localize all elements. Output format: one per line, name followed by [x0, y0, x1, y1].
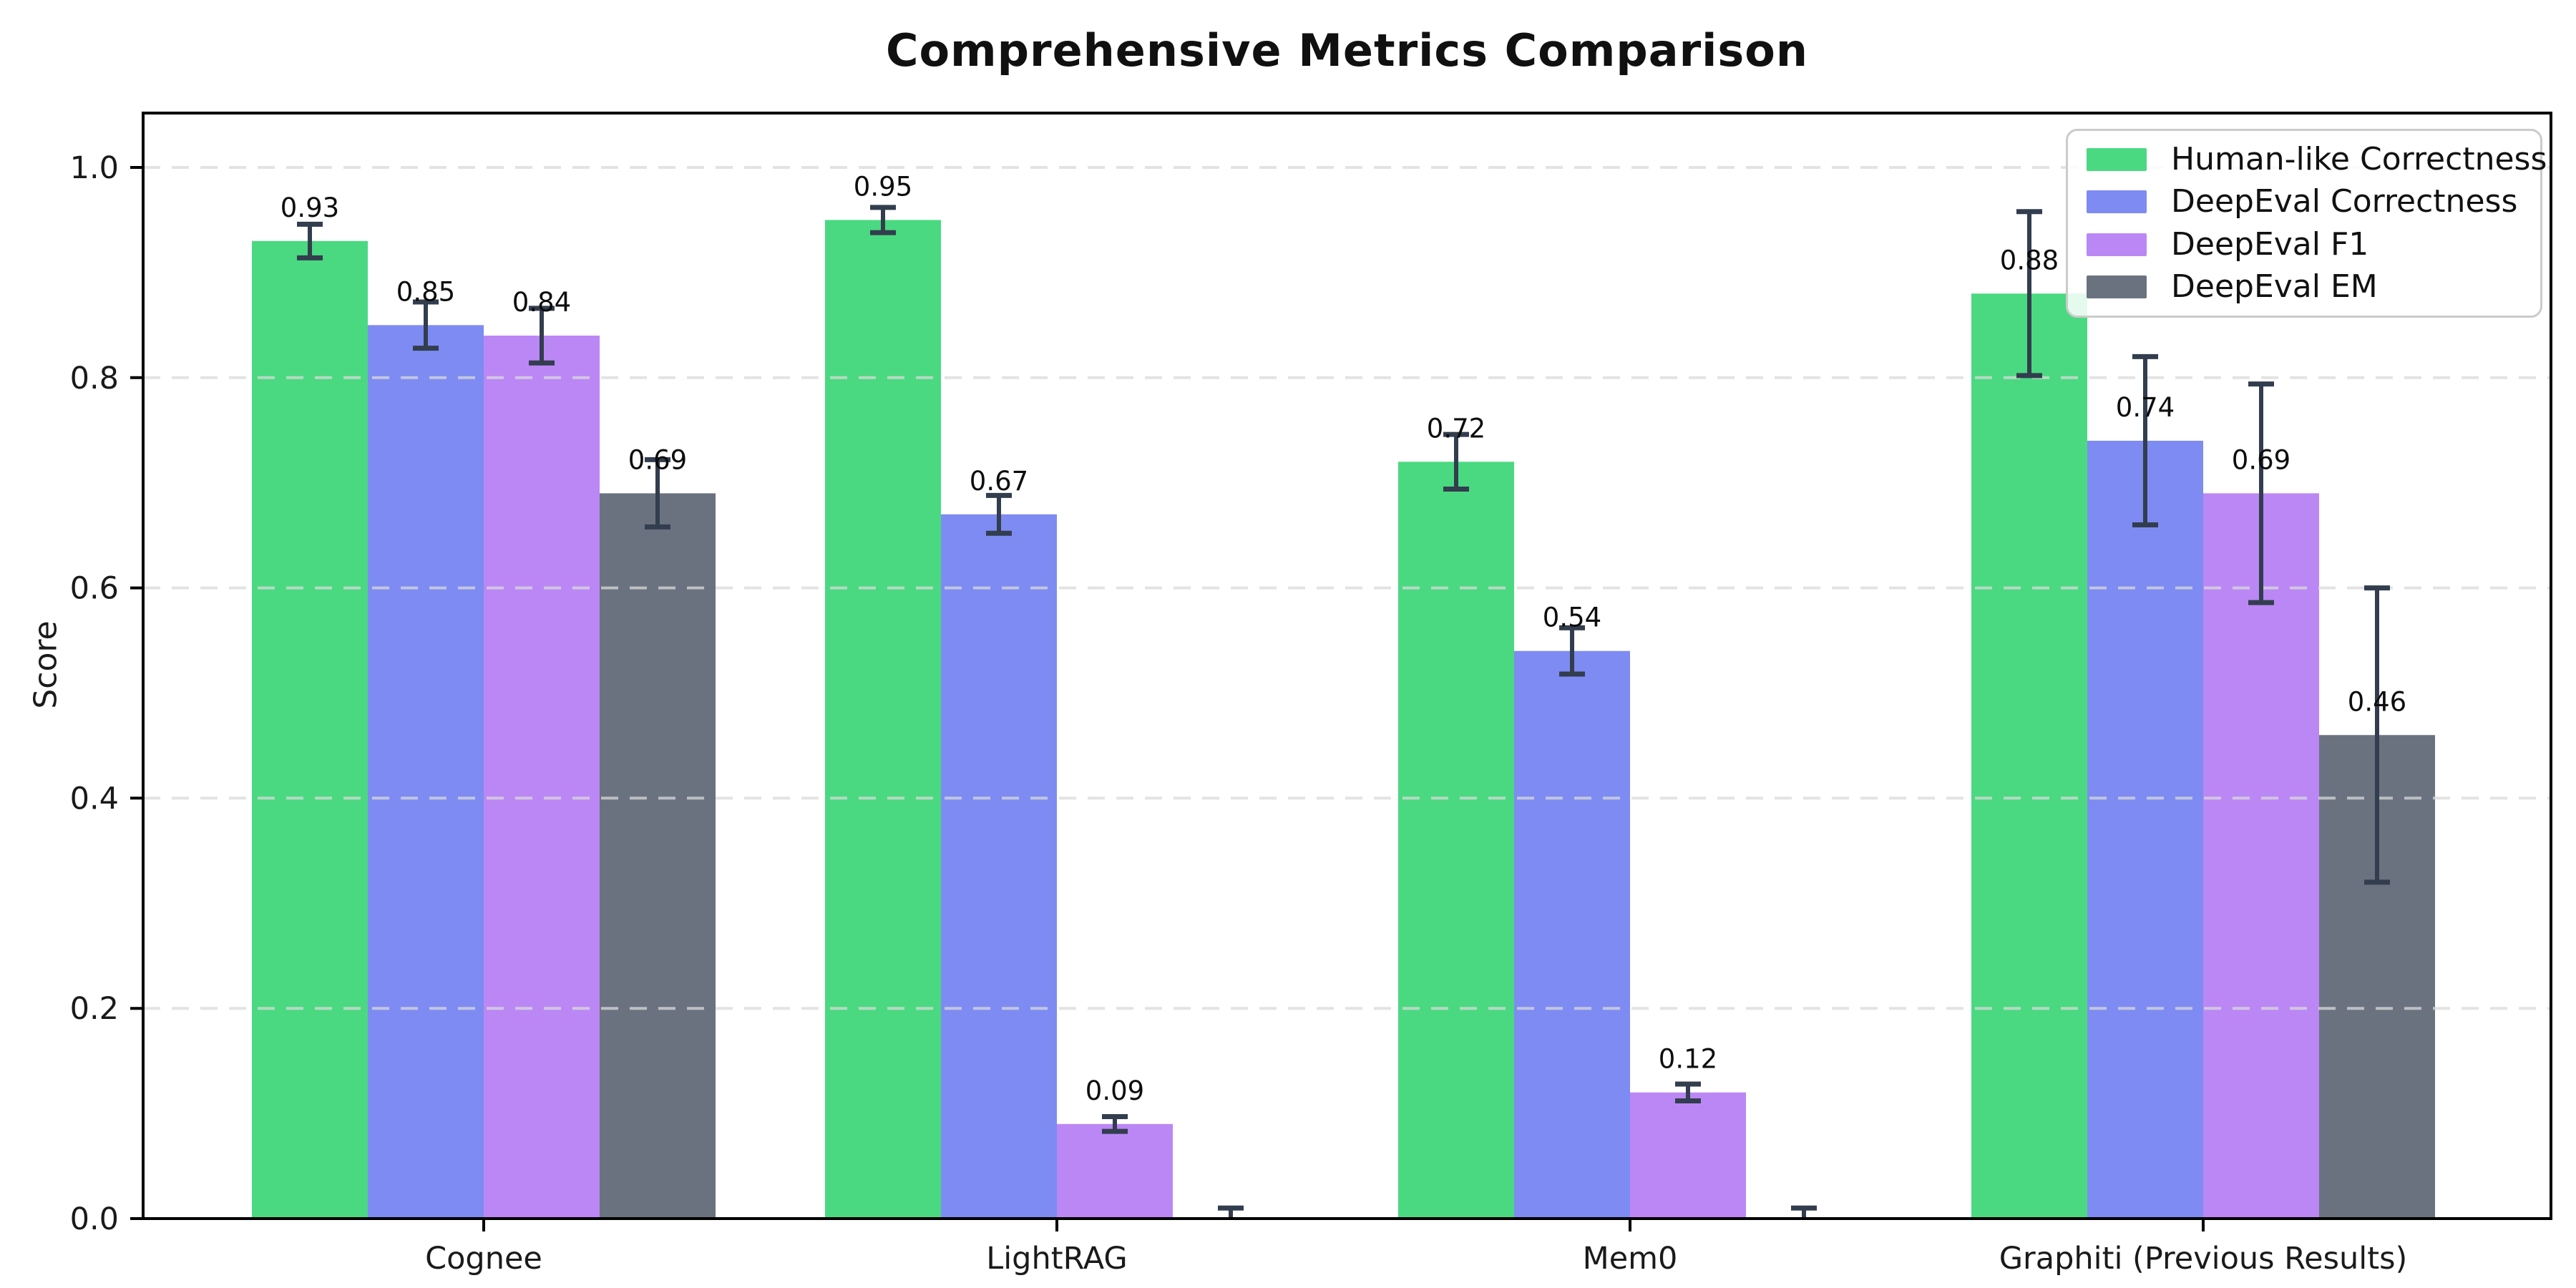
ytick-label-0.2: 0.2	[70, 991, 119, 1027]
bar-cognee-deepeval-f1	[484, 336, 600, 1219]
xtick-label-cognee: Cognee	[425, 1241, 542, 1277]
legend-swatch-icon	[2087, 275, 2147, 299]
value-label-graphiti-previous-results-deepeval-f1: 0.69	[2232, 444, 2290, 475]
value-label-cognee-deepeval-f1: 0.84	[512, 287, 571, 318]
axes-frame	[142, 112, 2552, 1220]
bar-lightrag-human-like-correctness	[825, 220, 941, 1219]
legend-item-human-like-correctness: Human-like Correctness	[2087, 143, 2547, 175]
legend-item-deepeval-f1: DeepEval F1	[2087, 225, 2522, 263]
legend: Human-like Correctness DeepEval Correctne…	[2066, 129, 2547, 318]
bar-cognee-human-like-correctness	[252, 240, 368, 1219]
bar-graphiti-previous-results-deepeval-f1	[2203, 493, 2319, 1219]
legend-label: Human-like Correctness	[2171, 140, 2547, 177]
legend-swatch-icon	[2087, 190, 2147, 214]
value-label-lightrag-human-like-correctness: 0.95	[854, 171, 912, 202]
value-label-cognee-deepeval-correctness: 0.85	[396, 276, 455, 307]
value-label-lightrag-deepeval-correctness: 0.67	[970, 466, 1028, 497]
value-label-cognee-deepeval-em: 0.69	[628, 444, 687, 475]
value-label-cognee-human-like-correctness: 0.93	[280, 192, 339, 223]
value-label-mem0-deepeval-correctness: 0.54	[1543, 602, 1601, 633]
bar-cognee-deepeval-correctness	[368, 325, 484, 1219]
chart-title: Comprehensive Metrics Comparison	[885, 24, 1809, 77]
bar-mem0-human-like-correctness	[1398, 462, 1514, 1219]
ytick-label-0.0: 0.0	[70, 1201, 119, 1237]
bar-graphiti-previous-results-deepeval-correctness	[2087, 440, 2203, 1219]
ytick-label-0.6: 0.6	[70, 571, 119, 607]
legend-item-deepeval-correctness: DeepEval Correctness	[2087, 186, 2522, 218]
value-label-graphiti-previous-results-human-like-correctness: 0.88	[2000, 245, 2059, 275]
ytick-label-1.0: 1.0	[70, 150, 119, 186]
ytick-label-0.8: 0.8	[70, 361, 119, 396]
legend-label: DeepEval Correctness	[2171, 183, 2518, 220]
value-label-lightrag-deepeval-f1: 0.09	[1085, 1075, 1144, 1106]
legend-swatch-icon	[2087, 147, 2147, 171]
legend-label: DeepEval F1	[2171, 225, 2369, 263]
bar-mem0-deepeval-f1	[1630, 1092, 1746, 1219]
bar-lightrag-deepeval-f1	[1057, 1123, 1173, 1219]
bar-mem0-deepeval-correctness	[1514, 650, 1630, 1219]
bar-graphiti-previous-results-human-like-correctness	[1971, 293, 2087, 1219]
ytick-label-0.4: 0.4	[70, 781, 119, 816]
legend-swatch-icon	[2087, 233, 2147, 256]
bar-lightrag-deepeval-correctness	[941, 514, 1057, 1219]
value-label-mem0-deepeval-f1: 0.12	[1659, 1044, 1717, 1075]
xtick-label-graphiti-previous-results: Graphiti (Previous Results)	[1999, 1241, 2408, 1277]
xtick-label-lightrag: LightRAG	[986, 1241, 1127, 1277]
value-label-graphiti-previous-results-deepeval-em: 0.46	[2348, 686, 2406, 717]
bar-cognee-deepeval-em	[600, 493, 716, 1219]
value-label-graphiti-previous-results-deepeval-correctness: 0.74	[2116, 392, 2175, 423]
xtick-label-mem0: Mem0	[1583, 1241, 1678, 1277]
legend-label: DeepEval EM	[2171, 268, 2378, 306]
legend-item-deepeval-em: DeepEval EM	[2087, 271, 2522, 303]
value-label-mem0-human-like-correctness: 0.72	[1427, 413, 1485, 444]
